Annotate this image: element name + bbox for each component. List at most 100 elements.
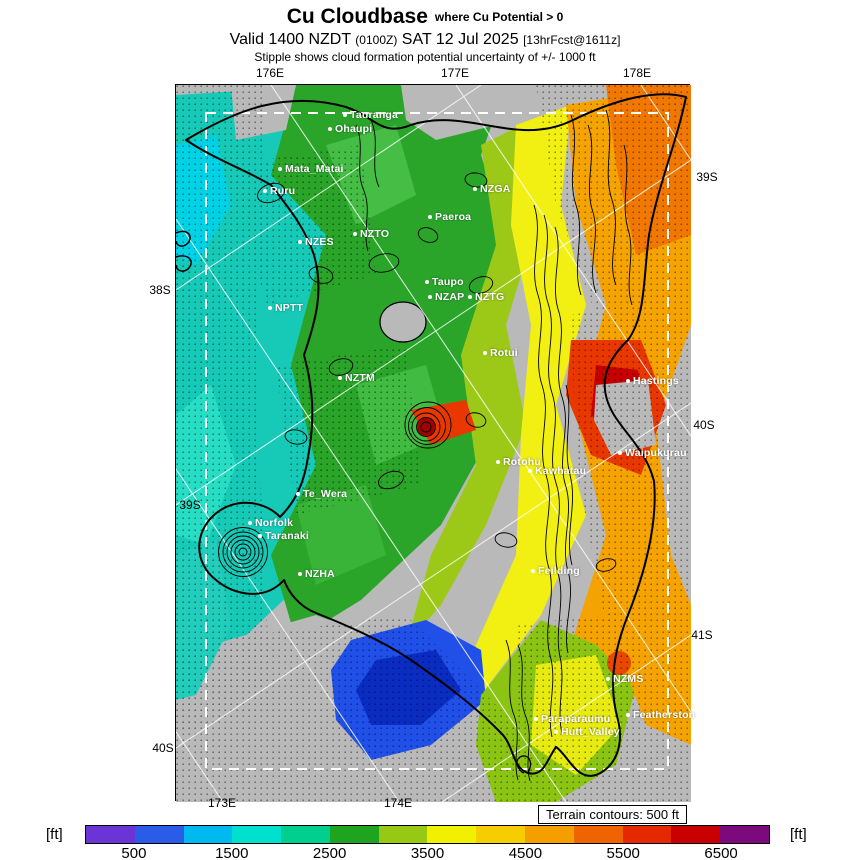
map-canvas bbox=[176, 85, 691, 802]
colorbar-segment bbox=[86, 826, 135, 843]
station-marker: NZTG bbox=[468, 291, 504, 303]
station-label: Hutt_Valley bbox=[561, 726, 620, 738]
station-label: NPTT bbox=[275, 302, 304, 314]
station-marker: NPTT bbox=[268, 302, 303, 314]
station-label: NZAP bbox=[435, 291, 465, 303]
graticule bbox=[176, 85, 691, 802]
station-dot bbox=[483, 351, 487, 355]
colorbar-segment bbox=[183, 826, 233, 843]
stipple-note: Stipple shows cloud formation potential … bbox=[254, 50, 596, 65]
station-marker: Rotohu bbox=[496, 456, 541, 468]
station-dot bbox=[626, 379, 630, 383]
station-label: Mata_Matai bbox=[285, 163, 344, 175]
stations-layer: Tauranga Ohaupi Mata_Matai Ruru NZGA Paeroa NZ… bbox=[176, 85, 695, 802]
station-dot bbox=[258, 534, 262, 538]
colorbar-segment bbox=[232, 826, 282, 843]
lake-taupo bbox=[379, 301, 427, 343]
coastline bbox=[176, 93, 687, 777]
header: Cu Cloudbase where Cu Potential > 0 Valid… bbox=[0, 4, 850, 65]
station-dot bbox=[425, 280, 429, 284]
colorbar-segment bbox=[720, 826, 769, 843]
colorbar-tick-label: 500 bbox=[121, 845, 147, 860]
station-marker: NZTM bbox=[338, 372, 375, 384]
station-dot bbox=[343, 113, 347, 117]
station-marker: Taranaki bbox=[258, 530, 309, 542]
station-label: Ohaupi bbox=[335, 123, 373, 135]
station-marker: Feilding bbox=[531, 565, 580, 577]
axis-label: 40S bbox=[693, 418, 715, 432]
valid-time: Valid 1400 NZDT bbox=[229, 31, 351, 49]
terrain-contour-note: Terrain contours: 500 ft bbox=[538, 805, 687, 824]
station-marker: NZTO bbox=[353, 228, 389, 240]
colorbar-unit-left: [ft] bbox=[46, 826, 63, 843]
valid-date: SAT 12 Jul 2025 bbox=[401, 31, 519, 49]
station-marker: Taupo bbox=[425, 276, 464, 288]
axis-label: 38S bbox=[149, 283, 171, 297]
axis-label: 39S bbox=[696, 170, 718, 184]
colorbar-segment bbox=[134, 826, 184, 843]
station-label: Tauranga bbox=[350, 109, 399, 121]
colorbar-tick-label: 5500 bbox=[606, 845, 640, 860]
colorbar-ticks: 500 1500 2500 3500 4500 5500 6500 bbox=[85, 845, 770, 860]
valid-time-line: Valid 1400 NZDT (0100Z) SAT 12 Jul 2025 … bbox=[0, 30, 850, 50]
station-dot bbox=[473, 187, 477, 191]
colorbar-segment bbox=[525, 826, 574, 843]
station-label: Norfolk bbox=[255, 517, 294, 529]
station-dot bbox=[298, 572, 302, 576]
colorbar-bar bbox=[85, 825, 770, 844]
station-label: NZMS bbox=[613, 673, 644, 685]
station-marker: NZGA bbox=[473, 183, 511, 195]
station-dot bbox=[298, 240, 302, 244]
valid-time-zulu: (0100Z) bbox=[355, 33, 398, 48]
station-marker: Paraparaumu bbox=[534, 713, 610, 725]
station-dot bbox=[248, 521, 252, 525]
axis-label: 173E bbox=[207, 796, 237, 810]
station-dot bbox=[534, 717, 538, 721]
station-label: Kawhatau bbox=[535, 465, 587, 477]
axis-label: 40S bbox=[152, 741, 174, 755]
page-title-line: Cu Cloudbase where Cu Potential > 0 bbox=[0, 4, 850, 30]
station-dot bbox=[554, 730, 558, 734]
axis-label: 41S bbox=[691, 628, 713, 642]
station-marker: Hutt_Valley bbox=[554, 726, 620, 738]
forecast-tag: [13hrFcst@1611z] bbox=[523, 33, 621, 48]
axis-label: 177E bbox=[440, 66, 470, 80]
colorbar-tick-label: 6500 bbox=[704, 845, 738, 860]
station-marker: Hastings bbox=[626, 375, 679, 387]
station-dot bbox=[606, 677, 610, 681]
station-label: Taupo bbox=[432, 276, 464, 288]
axis-label: 174E bbox=[383, 796, 413, 810]
station-dot bbox=[296, 492, 300, 496]
station-dot bbox=[618, 451, 622, 455]
colorbar-tick-label: 4500 bbox=[508, 845, 543, 860]
station-label: NZGA bbox=[480, 183, 511, 195]
domain-boundary bbox=[205, 112, 669, 770]
station-marker: Ohaupi bbox=[328, 123, 372, 135]
axis-label: 178E bbox=[622, 66, 652, 80]
colorbar-segment bbox=[281, 826, 330, 843]
station-marker: Mata_Matai bbox=[278, 163, 344, 175]
station-marker: Ruru bbox=[263, 185, 295, 197]
station-dot bbox=[268, 306, 272, 310]
station-label: Rotohu bbox=[503, 456, 541, 468]
axis-label: 176E bbox=[255, 66, 285, 80]
station-label: NZTM bbox=[345, 372, 375, 384]
colorbar: [ft] 500 1500 2500 3500 4500 5500 6500 [ft] bbox=[0, 824, 850, 860]
colorbar-tick-label: 2500 bbox=[312, 845, 347, 860]
station-label: Waipukurau bbox=[625, 447, 687, 459]
station-label: NZTO bbox=[360, 228, 390, 240]
station-label: Ruru bbox=[270, 185, 296, 197]
station-label: NZHA bbox=[305, 568, 335, 580]
station-label: Featherston bbox=[633, 709, 696, 721]
station-marker: Norfolk bbox=[248, 517, 293, 529]
station-marker: NZAP bbox=[428, 291, 464, 303]
colorbar-segment bbox=[476, 826, 526, 843]
axis-label: 39S bbox=[179, 498, 201, 512]
station-dot bbox=[468, 295, 472, 299]
station-dot bbox=[263, 189, 267, 193]
station-marker: NZMS bbox=[606, 673, 644, 685]
station-marker: Paeroa bbox=[428, 211, 471, 223]
station-dot bbox=[338, 376, 342, 380]
station-marker: Rotui bbox=[483, 347, 518, 359]
